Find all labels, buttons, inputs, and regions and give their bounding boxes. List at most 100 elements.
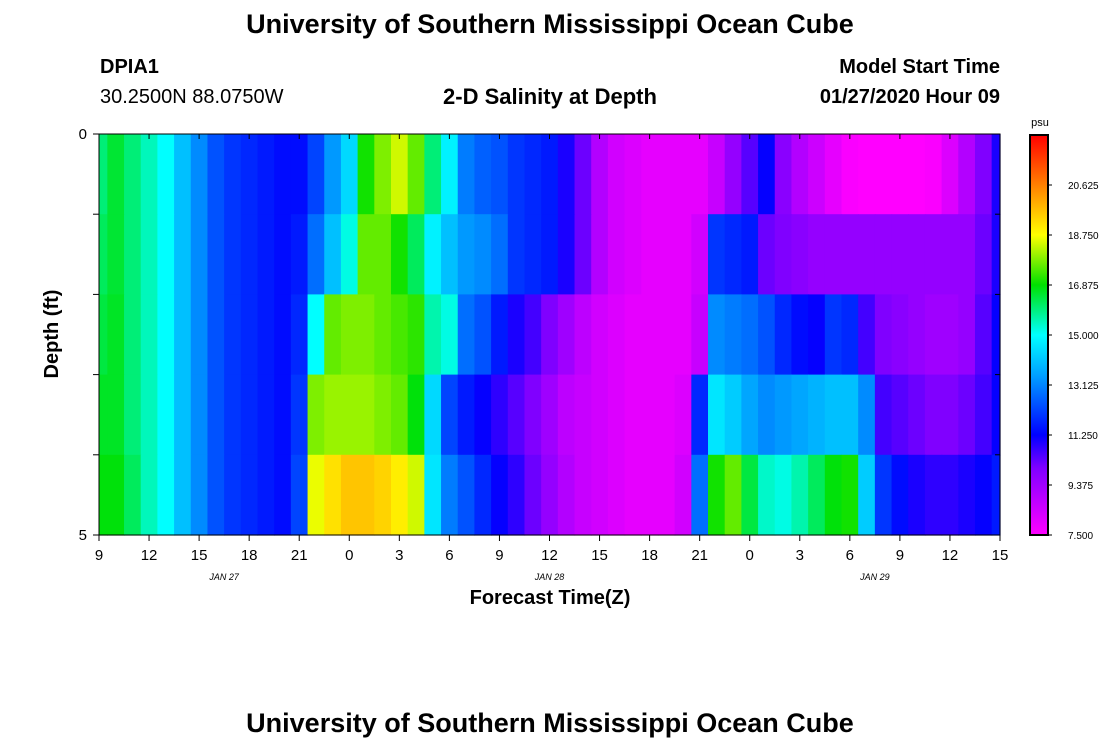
heatmap-cell: [541, 214, 559, 295]
chart-title: 2-D Salinity at Depth: [443, 84, 657, 109]
heatmap-cell: [507, 134, 526, 215]
heatmap-cell: [908, 214, 926, 295]
x-tick-label: 15: [591, 547, 608, 564]
heatmap-cell: [174, 134, 192, 215]
heatmap-cell: [507, 214, 526, 295]
colorbar-tick-label: 13.125: [1068, 381, 1099, 392]
colorbar-unit: psu: [1031, 117, 1049, 129]
heatmap-cell: [524, 374, 542, 456]
model-start-value: 01/27/2020 Hour 09: [819, 86, 1000, 108]
heatmap-cell: [974, 294, 993, 376]
heatmap-cell: [874, 294, 893, 376]
heatmap-cell: [357, 454, 375, 536]
heatmap-cell: [457, 374, 476, 456]
heatmap-cell: [841, 454, 859, 536]
model-start-label: Model Start Time: [839, 56, 1000, 78]
heatmap-cell: [858, 374, 876, 456]
heatmap-cell: [791, 214, 809, 295]
heatmap-cell: [924, 374, 943, 456]
heatmap-cell: [441, 294, 459, 376]
colorbar-tick-label: 16.875: [1068, 281, 1099, 292]
heatmap-cell: [924, 454, 943, 536]
heatmap-cell: [474, 134, 492, 215]
heatmap-cell: [374, 294, 392, 376]
heatmap-cell: [641, 454, 659, 536]
heatmap-cell: [941, 374, 959, 456]
heatmap-cell: [474, 374, 492, 456]
x-tick-label: 21: [291, 547, 308, 564]
heatmap-cell: [491, 374, 509, 456]
heatmap-cell: [124, 134, 142, 215]
heatmap-cell: [507, 294, 526, 376]
heatmap-cell: [190, 454, 209, 536]
heatmap-cell: [591, 454, 609, 536]
heatmap-cell: [908, 374, 926, 456]
heatmap-cell: [457, 294, 476, 376]
heatmap-cell: [607, 134, 626, 215]
heatmap-cell: [240, 294, 259, 376]
heatmap-cell: [374, 374, 392, 456]
heatmap-cell: [724, 294, 742, 376]
heatmap-cell: [691, 134, 709, 215]
colorbar-tick-label: 18.750: [1068, 231, 1099, 242]
heatmap-cell: [724, 134, 742, 215]
heatmap-cell: [824, 374, 843, 456]
heatmap-cell: [624, 294, 642, 376]
x-tick-label: 18: [641, 547, 658, 564]
heatmap-cell: [841, 374, 859, 456]
heatmap-cell: [324, 214, 342, 295]
heatmap-cell: [140, 214, 158, 295]
heatmap-cell: [390, 294, 409, 376]
heatmap-cell: [541, 454, 559, 536]
heatmap-cell: [340, 214, 359, 295]
heatmap-cell: [307, 214, 325, 295]
heatmap-cell: [657, 374, 676, 456]
heatmap-cell: [524, 214, 542, 295]
y-axis: 05: [79, 126, 1000, 544]
heatmap-cell: [441, 214, 459, 295]
heatmap-cell: [240, 454, 259, 536]
heatmap-cell: [140, 374, 158, 456]
heatmap-cell: [991, 134, 1001, 215]
heatmap-cell: [99, 374, 108, 456]
heatmap-cell: [691, 374, 709, 456]
heatmap-cells: [99, 134, 1001, 536]
colorbar-scale: [1029, 134, 1049, 536]
heatmap-cell: [674, 454, 692, 536]
heatmap-cell: [941, 214, 959, 295]
heatmap-cell: [891, 214, 909, 295]
heatmap-cell: [991, 214, 1001, 295]
heatmap-cell: [758, 294, 776, 376]
heatmap-cell: [541, 374, 559, 456]
heatmap-cell: [607, 374, 626, 456]
heatmap-cell: [908, 454, 926, 536]
heatmap-cell: [274, 374, 292, 456]
colorbar-tick-label: 11.250: [1068, 431, 1098, 442]
heatmap-cell: [741, 134, 759, 215]
heatmap-cell: [674, 134, 692, 215]
heatmap-cell: [791, 374, 809, 456]
heatmap-cell: [891, 374, 909, 456]
heatmap-cell: [624, 454, 642, 536]
heatmap-cell: [207, 134, 225, 215]
heatmap-cell: [607, 214, 626, 295]
heatmap-cell: [474, 214, 492, 295]
heatmap-cell: [824, 454, 843, 536]
heatmap-cell: [991, 454, 1001, 536]
heatmap-cell: [774, 454, 793, 536]
heatmap-cell: [941, 294, 959, 376]
heatmap-cell: [908, 134, 926, 215]
heatmap-cell: [424, 134, 442, 215]
heatmap-cell: [124, 454, 142, 536]
x-tick-label: 6: [846, 547, 854, 564]
heatmap-cell: [874, 454, 893, 536]
x-tick-label: 0: [345, 547, 353, 564]
heatmap-cell: [207, 454, 225, 536]
heatmap-cell: [541, 134, 559, 215]
heatmap-cell: [641, 214, 659, 295]
heatmap-cell: [924, 134, 943, 215]
heatmap-cell: [474, 454, 492, 536]
heatmap-cell: [758, 374, 776, 456]
heatmap-cell: [374, 454, 392, 536]
